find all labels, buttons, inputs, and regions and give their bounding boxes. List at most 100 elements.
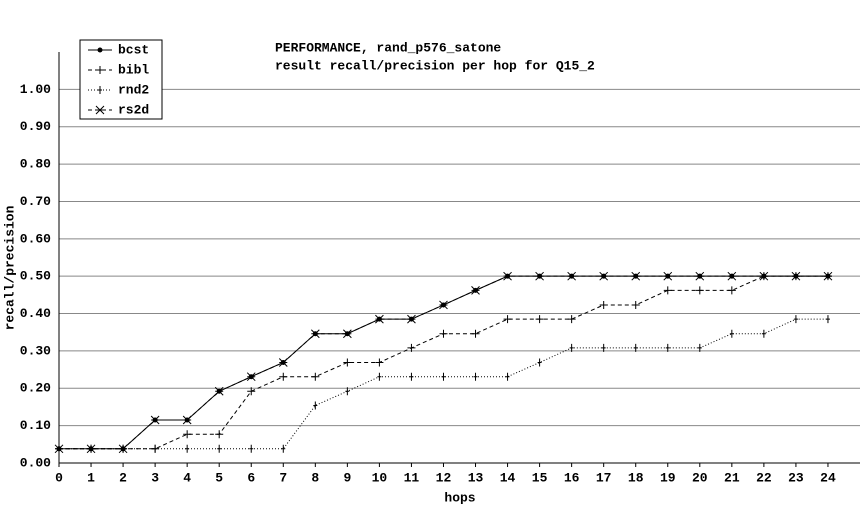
marker xyxy=(793,315,798,324)
series-line xyxy=(59,275,828,450)
marker xyxy=(567,271,576,281)
chart-title: PERFORMANCE, rand_p576_satone xyxy=(275,40,501,55)
legend-marker xyxy=(96,66,104,74)
marker xyxy=(345,387,350,396)
x-tick-label: 1 xyxy=(87,470,95,485)
marker xyxy=(729,329,734,338)
marker xyxy=(249,444,254,453)
marker xyxy=(471,329,480,338)
marker xyxy=(569,343,574,352)
marker xyxy=(759,271,769,281)
marker xyxy=(439,329,448,338)
x-tick-label: 22 xyxy=(756,470,772,485)
marker xyxy=(407,314,416,324)
legend-label: bibl xyxy=(118,62,149,77)
x-tick-label: 6 xyxy=(247,470,255,485)
x-tick-label: 20 xyxy=(692,470,708,485)
marker xyxy=(695,286,704,295)
marker xyxy=(663,271,673,281)
y-tick-label: 0.30 xyxy=(20,343,51,358)
x-tick-label: 10 xyxy=(372,470,388,485)
marker xyxy=(279,372,288,381)
marker xyxy=(503,315,512,324)
legend-marker xyxy=(98,86,102,94)
marker xyxy=(278,358,288,367)
marker xyxy=(439,300,448,310)
legend-label: bcst xyxy=(118,42,149,57)
marker xyxy=(535,271,544,281)
marker xyxy=(473,372,478,381)
marker xyxy=(86,444,96,454)
series-line xyxy=(59,318,828,450)
x-tick-label: 9 xyxy=(343,470,351,485)
marker xyxy=(375,314,384,324)
marker xyxy=(599,300,608,309)
marker xyxy=(631,300,640,309)
marker xyxy=(695,271,705,281)
x-tick-label: 18 xyxy=(628,470,644,485)
marker xyxy=(183,430,192,439)
x-tick-label: 19 xyxy=(660,470,676,485)
marker xyxy=(503,271,512,281)
x-tick-label: 7 xyxy=(279,470,287,485)
marker xyxy=(311,372,320,381)
x-tick-label: 0 xyxy=(55,470,63,485)
marker xyxy=(182,415,192,425)
marker xyxy=(217,444,222,453)
marker xyxy=(343,358,352,367)
x-tick-label: 15 xyxy=(532,470,548,485)
marker xyxy=(407,343,416,352)
y-tick-label: 0.40 xyxy=(20,306,51,321)
x-tick-label: 21 xyxy=(724,470,740,485)
marker xyxy=(343,329,352,339)
x-tick-label: 5 xyxy=(215,470,223,485)
marker xyxy=(441,372,446,381)
marker xyxy=(663,286,672,295)
x-tick-label: 3 xyxy=(151,470,159,485)
x-tick-label: 2 xyxy=(119,470,127,485)
marker xyxy=(153,444,158,453)
chart-subtitle: result recall/precision per hop for Q15_… xyxy=(275,58,595,73)
x-tick-label: 16 xyxy=(564,470,580,485)
x-tick-label: 12 xyxy=(436,470,452,485)
x-tick-label: 11 xyxy=(404,470,420,485)
marker xyxy=(185,444,190,453)
marker xyxy=(214,386,224,396)
marker xyxy=(601,343,606,352)
marker xyxy=(727,271,737,281)
series-line xyxy=(59,275,828,450)
marker xyxy=(215,430,224,439)
marker xyxy=(281,444,286,453)
y-tick-label: 1.00 xyxy=(20,82,51,97)
x-tick-label: 4 xyxy=(183,470,191,485)
x-tick-label: 13 xyxy=(468,470,484,485)
marker xyxy=(537,358,542,367)
y-tick-label: 0.20 xyxy=(20,381,51,396)
marker xyxy=(567,315,576,324)
marker xyxy=(375,358,384,367)
marker xyxy=(247,387,256,396)
legend-label: rnd2 xyxy=(118,82,149,97)
y-tick-label: 0.80 xyxy=(20,157,51,172)
series-line xyxy=(59,275,828,450)
marker xyxy=(310,329,320,339)
x-tick-label: 8 xyxy=(311,470,319,485)
marker xyxy=(471,286,480,295)
legend-box xyxy=(79,39,163,120)
y-tick-label: 0.00 xyxy=(20,455,51,470)
x-axis-label: hops xyxy=(444,490,475,505)
marker xyxy=(665,343,670,352)
marker xyxy=(409,372,414,381)
y-tick-label: 0.50 xyxy=(20,269,51,284)
marker xyxy=(246,372,256,382)
marker xyxy=(633,343,638,352)
marker xyxy=(150,415,160,425)
y-tick-label: 0.60 xyxy=(20,231,51,246)
x-tick-label: 24 xyxy=(820,470,836,485)
marker xyxy=(54,444,64,454)
y-tick-label: 0.10 xyxy=(20,418,51,433)
marker xyxy=(791,271,801,281)
legend-marker xyxy=(95,105,105,115)
marker xyxy=(118,444,128,454)
